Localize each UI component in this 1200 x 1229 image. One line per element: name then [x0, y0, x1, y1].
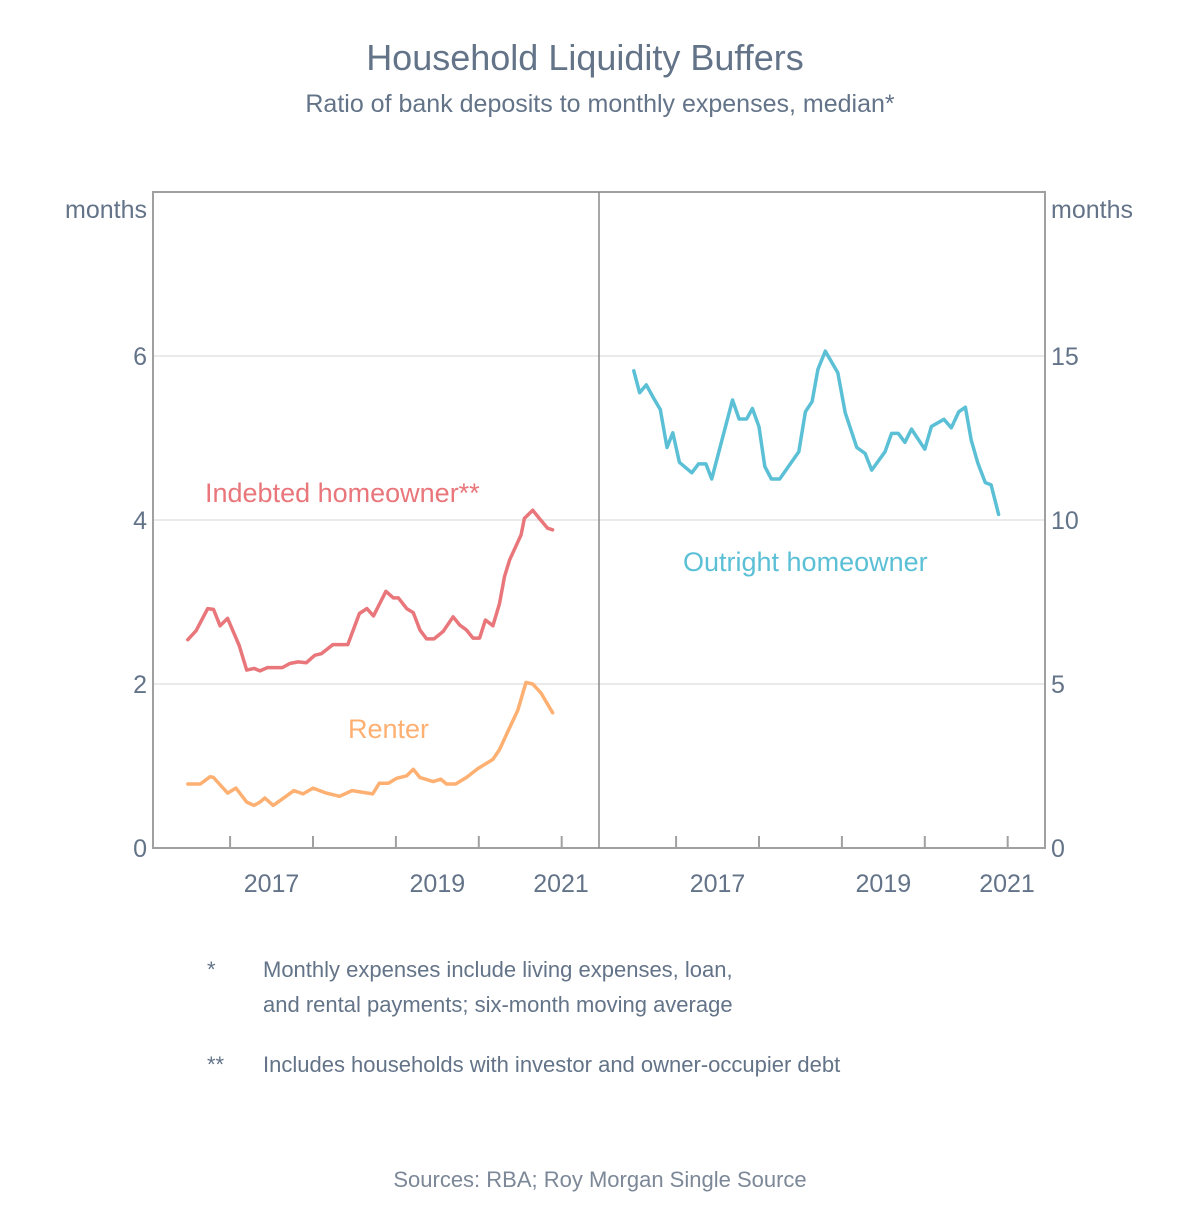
left-y-tick-label: 0: [133, 835, 147, 863]
x-tick-label: 2019: [856, 870, 912, 898]
right-axis-unit: months: [1051, 196, 1133, 224]
right-y-tick-label: 5: [1051, 671, 1065, 699]
series-label-outright-homeowner: Outright homeowner: [683, 547, 928, 577]
right-y-tick-label: 15: [1051, 343, 1079, 371]
series-line-renter: [186, 680, 555, 808]
x-tick-label: 2019: [410, 870, 466, 898]
series-line-outright-homeowner: [632, 349, 1001, 517]
left-y-tick-label: 2: [133, 671, 147, 699]
series-label-renter: Renter: [348, 714, 429, 744]
right-y-tick-label: 0: [1051, 835, 1065, 863]
footnote-1-line-2: and rental payments; six-month moving av…: [263, 992, 733, 1017]
footnote-1-marker: *: [207, 957, 216, 982]
right-y-tick-label: 10: [1051, 507, 1079, 535]
series-line-indebted-homeowner: [186, 508, 555, 673]
x-tick-label: 2017: [690, 870, 746, 898]
left-y-tick-label: 4: [133, 507, 147, 535]
series-label-indebted-homeowner: Indebted homeowner**: [205, 478, 480, 508]
footnote-2-marker: **: [207, 1052, 225, 1077]
left-axis-unit: months: [65, 196, 147, 224]
chart-subtitle: Ratio of bank deposits to monthly expens…: [305, 90, 895, 118]
source-note: Sources: RBA; Roy Morgan Single Source: [393, 1167, 806, 1192]
x-tick-label: 2021: [533, 870, 589, 898]
footnote-1-line-1: Monthly expenses include living expenses…: [263, 957, 733, 982]
chart-title: Household Liquidity Buffers: [366, 37, 804, 78]
left-y-tick-label: 6: [133, 343, 147, 371]
x-tick-label: 2017: [244, 870, 300, 898]
footnote-2-line-1: Includes households with investor and ow…: [263, 1052, 840, 1077]
x-tick-label: 2021: [979, 870, 1035, 898]
